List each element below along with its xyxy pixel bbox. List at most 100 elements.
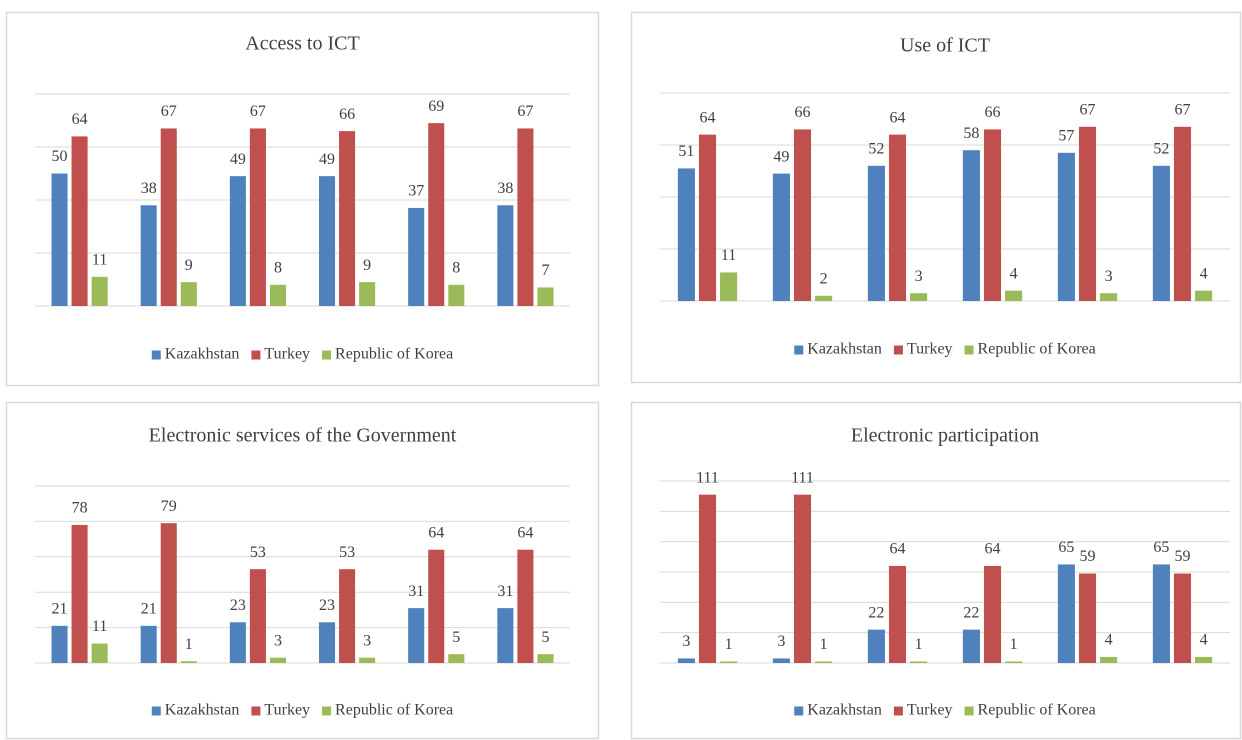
data-label: 58: [963, 125, 979, 142]
bar: [448, 284, 465, 306]
bar: [408, 207, 425, 306]
bar: [698, 134, 717, 301]
chart-title: Electronic participation: [851, 425, 1039, 447]
bar: [1057, 564, 1075, 663]
legend-label: Kazakhstan: [807, 702, 882, 719]
legend-swatch: [251, 706, 261, 716]
bar: [448, 654, 465, 663]
legend-label: Turkey: [907, 341, 953, 358]
bar: [497, 608, 514, 663]
data-label: 52: [1153, 140, 1169, 157]
bar: [1152, 564, 1170, 663]
legend-label: Republic of Korea: [978, 702, 1096, 719]
data-label: 1: [820, 636, 828, 653]
data-label: 57: [1058, 127, 1074, 144]
data-label: 1: [1010, 636, 1018, 653]
data-label: 5: [541, 629, 549, 646]
bar: [339, 569, 356, 663]
bar: [229, 622, 246, 663]
data-label: 22: [868, 604, 884, 621]
bar: [677, 168, 695, 301]
data-label: 111: [791, 469, 814, 486]
bar: [91, 643, 108, 663]
data-label: 64: [72, 111, 88, 128]
chart-title: Electronic services of the Government: [149, 425, 457, 447]
legend-label: Kazakhstan: [165, 702, 240, 719]
bar: [888, 565, 907, 663]
data-label: 51: [678, 143, 694, 160]
data-label: 53: [339, 544, 355, 561]
bar: [910, 661, 928, 663]
bar: [1100, 293, 1118, 301]
data-label: 65: [1153, 539, 1169, 556]
bar: [51, 173, 68, 306]
data-label: 67: [1175, 101, 1191, 118]
bar: [180, 661, 197, 663]
data-label: 4: [1010, 265, 1018, 282]
bar: [249, 569, 266, 663]
data-label: 64: [428, 524, 444, 541]
legend-swatch: [794, 345, 804, 355]
data-label: 38: [497, 180, 513, 197]
data-label: 8: [274, 259, 282, 276]
bar: [140, 625, 157, 663]
data-label: 49: [773, 148, 789, 165]
legend-swatch: [322, 350, 332, 360]
data-label: 31: [497, 583, 513, 600]
data-label: 66: [985, 104, 1001, 121]
data-label: 67: [161, 103, 177, 120]
bar: [962, 629, 980, 663]
bar: [793, 494, 812, 663]
bar: [359, 282, 376, 306]
bar: [140, 205, 157, 306]
legend-swatch: [893, 345, 903, 355]
chart-panel: [630, 401, 1242, 740]
data-label: 67: [250, 103, 266, 120]
data-label: 65: [1058, 539, 1074, 556]
legend-swatch: [322, 706, 332, 716]
bar: [359, 657, 376, 663]
bar: [772, 658, 790, 663]
data-label: 23: [230, 597, 246, 614]
data-label: 59: [1080, 548, 1096, 565]
data-label: 1: [725, 636, 733, 653]
legend-label: Republic of Korea: [335, 346, 453, 363]
data-label: 3: [274, 632, 282, 649]
data-label: 11: [721, 247, 736, 264]
bar: [720, 661, 738, 663]
data-label: 11: [92, 618, 107, 635]
bar: [537, 654, 554, 663]
data-label: 64: [890, 541, 906, 558]
legend-swatch: [893, 706, 903, 716]
bar: [867, 629, 885, 663]
data-label: 52: [868, 140, 884, 157]
bar: [815, 295, 833, 301]
legend-swatch: [964, 345, 974, 355]
data-label: 64: [985, 541, 1001, 558]
bar: [71, 524, 88, 663]
bar: [983, 129, 1002, 301]
bar: [1005, 290, 1023, 301]
legend-label: Turkey: [907, 702, 953, 719]
legend-swatch: [794, 706, 804, 716]
data-label: 7: [541, 262, 549, 279]
data-label: 59: [1175, 548, 1191, 565]
data-label: 31: [408, 583, 424, 600]
bar: [1152, 165, 1170, 301]
data-label: 64: [517, 524, 533, 541]
bar: [537, 287, 554, 306]
legend-label: Turkey: [264, 346, 310, 363]
bar: [269, 284, 286, 306]
bar: [1078, 573, 1097, 663]
bar: [1078, 126, 1097, 301]
data-label: 3: [1105, 268, 1113, 285]
bar: [319, 176, 336, 306]
bar: [428, 123, 445, 307]
bar: [1195, 290, 1213, 301]
data-label: 5: [452, 629, 460, 646]
bar: [1195, 656, 1213, 663]
data-label: 21: [141, 601, 157, 618]
bar: [180, 282, 197, 306]
chart-panel: [5, 401, 600, 740]
